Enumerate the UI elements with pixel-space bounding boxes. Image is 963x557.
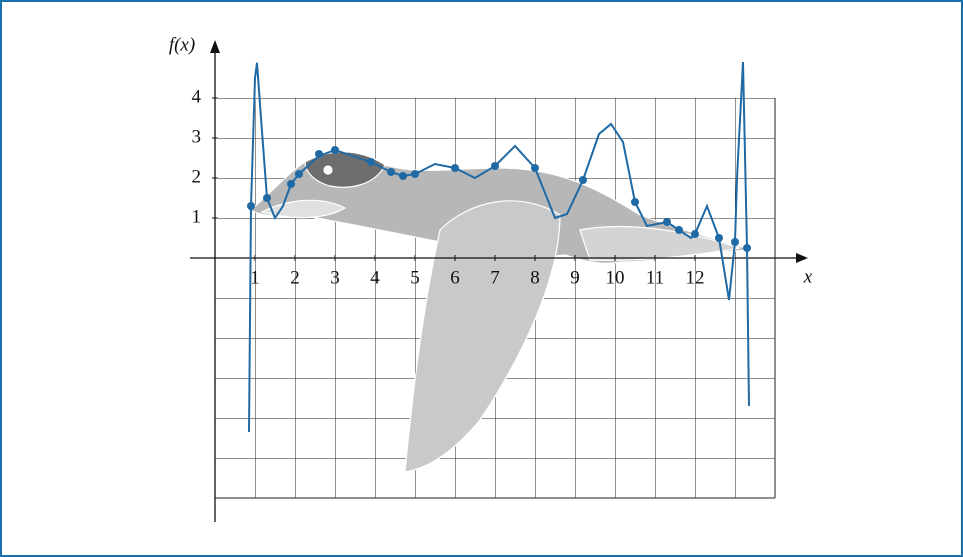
data-point <box>531 164 539 172</box>
x-tick-label: 9 <box>570 267 580 288</box>
x-tick-label: 10 <box>606 267 625 288</box>
data-point <box>315 150 323 158</box>
data-point <box>247 202 255 210</box>
y-axis-label: f(x) <box>169 34 195 55</box>
x-tick-label: 4 <box>370 267 380 288</box>
data-point <box>263 194 271 202</box>
data-point <box>731 238 739 246</box>
x-axis-arrow <box>796 253 808 263</box>
x-tick-label: 6 <box>450 267 460 288</box>
x-tick-label: 8 <box>530 267 540 288</box>
data-point <box>743 244 751 252</box>
data-point <box>399 172 407 180</box>
x-tick-label: 12 <box>686 267 705 288</box>
data-point <box>387 168 395 176</box>
y-tick-label: 2 <box>192 166 202 187</box>
x-tick-label: 7 <box>490 267 500 288</box>
data-point <box>367 158 375 166</box>
x-tick-label: 3 <box>330 267 340 288</box>
figure: f(x) x 1234567891011121234 <box>0 0 963 557</box>
x-tick-label: 1 <box>250 267 260 288</box>
y-tick-label: 1 <box>192 206 202 227</box>
x-tick-label: 5 <box>410 267 420 288</box>
data-point <box>691 230 699 238</box>
data-point <box>491 162 499 170</box>
data-point <box>451 164 459 172</box>
data-point <box>675 226 683 234</box>
y-tick-label: 3 <box>192 126 202 147</box>
data-point <box>287 180 295 188</box>
y-axis-arrow <box>210 40 220 53</box>
x-tick-label: 2 <box>290 267 300 288</box>
y-tick-label: 4 <box>192 86 202 107</box>
data-point <box>295 170 303 178</box>
data-point <box>579 176 587 184</box>
x-axis-label: x <box>803 266 813 287</box>
data-point <box>715 234 723 242</box>
data-point <box>411 170 419 178</box>
data-point <box>631 198 639 206</box>
data-point <box>663 218 671 226</box>
data-point <box>331 146 339 154</box>
x-tick-label: 11 <box>646 267 664 288</box>
